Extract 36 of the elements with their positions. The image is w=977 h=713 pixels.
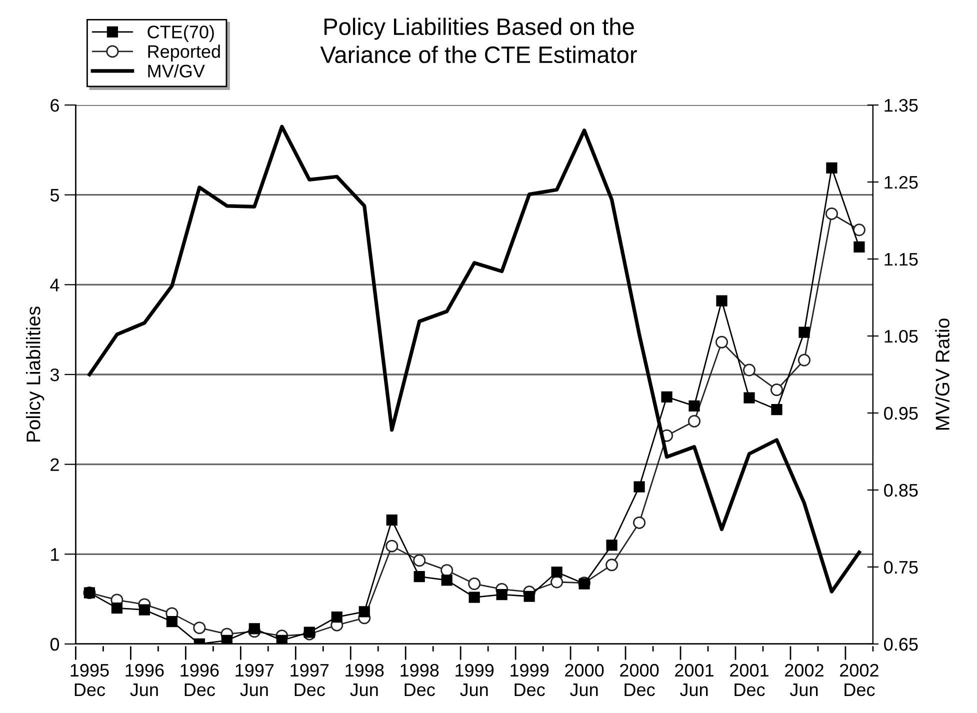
y2-tick-label: 0.65 [884, 638, 918, 651]
y-tick-label: 4 [50, 278, 60, 292]
y-tick-label: 1 [51, 548, 59, 561]
x-tick-label: 1998 Dec [400, 664, 439, 696]
legend-label: MV/GV [148, 64, 205, 78]
y2-tick-label: 0.85 [884, 484, 918, 497]
x-tick-label: 2000 Dec [620, 664, 659, 696]
legend-label: Reported [148, 44, 220, 62]
legend-label: CTE(70) [148, 25, 214, 42]
y-axis-title: Policy Liabilities [26, 306, 44, 442]
x-tick-label: 1995 Dec [70, 664, 109, 696]
x-tick-label: 1999 Dec [510, 664, 549, 696]
x-tick-label: 2002 Dec [840, 664, 878, 696]
x-tick-label: 1996 Dec [180, 664, 219, 696]
y-tick-label: 0 [50, 638, 60, 651]
y2-tick-label: 1.05 [884, 330, 918, 343]
x-tick-label: 1997 Dec [290, 664, 329, 696]
y-tick-label: 2 [50, 458, 59, 471]
x-tick-label: 2001 Jun [675, 664, 714, 696]
y2-axis-title: MV/GV Ratio [935, 318, 950, 430]
y-tick-label: 3 [50, 368, 59, 382]
x-tick-label: 2001 Dec [730, 664, 768, 696]
chart-title: Policy Liabilities Based on the Variance of the CTE Estimator [320, 18, 637, 64]
y-tick-label: 6 [50, 98, 59, 112]
x-tick-label: 2000 Jun [565, 664, 604, 696]
y2-tick-label: 0.75 [884, 560, 918, 574]
x-tick-label: 1997 Jun [236, 664, 274, 696]
x-tick-label: 1996 Jun [126, 664, 164, 696]
x-tick-label: 2002 Jun [785, 664, 824, 696]
y2-tick-label: 1.25 [884, 176, 918, 189]
y2-tick-label: 1.35 [884, 98, 918, 112]
y2-tick-label: 0.95 [884, 406, 918, 420]
x-tick-label: 1998 Jun [346, 664, 384, 696]
y2-tick-label: 1.15 [884, 253, 918, 266]
y-tick-label: 5 [50, 188, 59, 202]
x-tick-label: 1999 Jun [456, 664, 494, 696]
